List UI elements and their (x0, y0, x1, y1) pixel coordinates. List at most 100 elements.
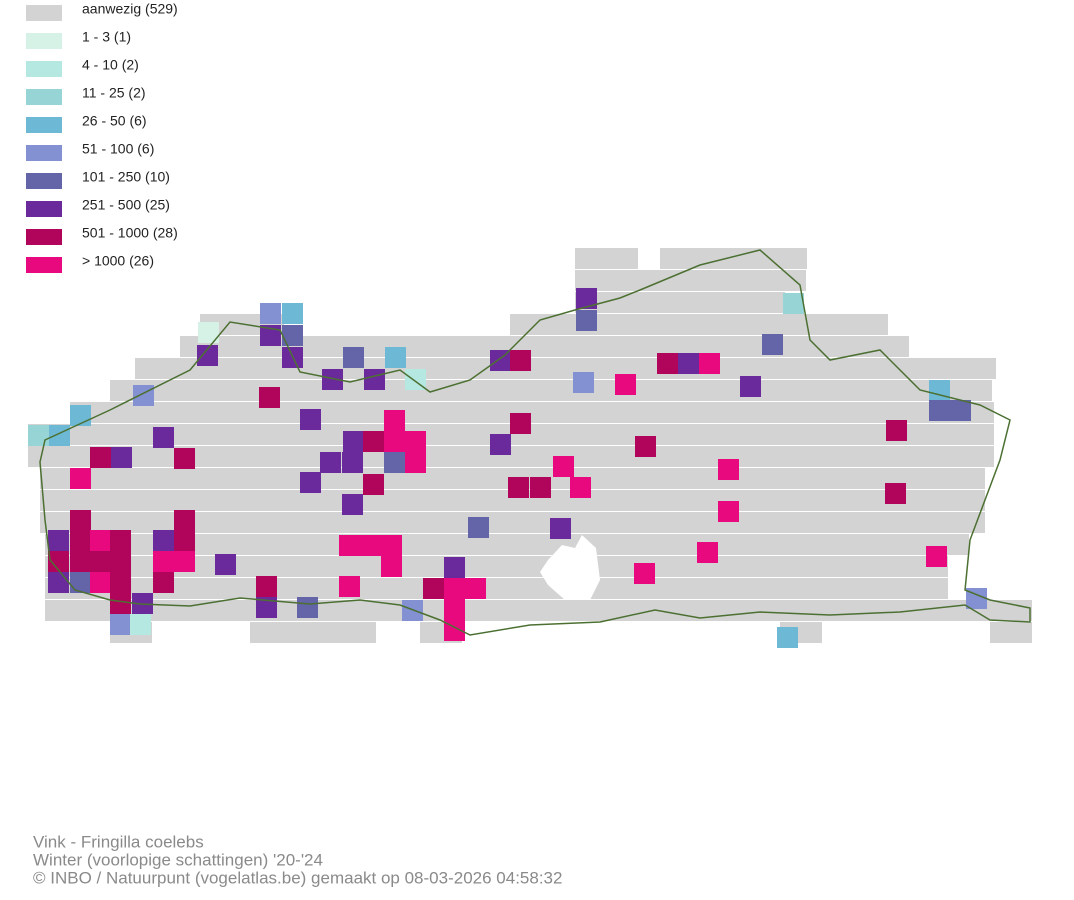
grid-cell (439, 490, 460, 511)
grid-cell (280, 424, 301, 445)
grid-cell (450, 358, 471, 379)
grid-cell (552, 314, 573, 335)
grid-cell (654, 556, 675, 577)
grid-cell (870, 358, 891, 379)
grid-cell (234, 578, 255, 599)
grid-cell (679, 446, 700, 467)
grid-cell (339, 600, 360, 621)
grid-cell (796, 490, 817, 511)
grid-cell (775, 490, 796, 511)
grid-cell (804, 314, 825, 335)
legend-swatch (26, 33, 62, 49)
grid-cell (964, 468, 985, 489)
grid-cell (721, 424, 742, 445)
count-cell (405, 452, 426, 473)
count-cell (256, 597, 277, 618)
grid-cell (110, 380, 131, 401)
grid-cell (782, 380, 803, 401)
count-cell (339, 535, 360, 556)
grid-cell (192, 556, 213, 577)
grid-cell (509, 380, 530, 401)
grid-cell (628, 490, 649, 511)
count-cell (360, 535, 381, 556)
grid-cell (742, 446, 763, 467)
grid-cell (859, 512, 880, 533)
grid-cell (654, 578, 675, 599)
count-cell (110, 614, 131, 635)
grid-cell (229, 468, 250, 489)
grid-cell (628, 468, 649, 489)
grid-cell (639, 358, 660, 379)
grid-cell (889, 446, 910, 467)
grid-cell (192, 534, 213, 555)
grid-cell (448, 424, 469, 445)
count-cell (297, 597, 318, 618)
grid-cell (301, 446, 322, 467)
grid-cell (474, 336, 495, 357)
grid-cell (402, 534, 423, 555)
grid-cell (659, 292, 680, 313)
grid-cell (171, 600, 192, 621)
grid-cell (364, 402, 385, 423)
grid-cell (276, 556, 297, 577)
grid-cell (507, 556, 528, 577)
grid-cell (355, 512, 376, 533)
grid-cell (868, 424, 889, 445)
grid-cell (910, 402, 931, 423)
count-cell (153, 427, 174, 448)
grid-cell (696, 578, 717, 599)
grid-cell (838, 512, 859, 533)
count-cell (111, 447, 132, 468)
grid-cell (680, 292, 701, 313)
grid-cell (528, 534, 549, 555)
grid-cell (150, 600, 171, 621)
grid-cell (701, 270, 722, 291)
count-cell (886, 420, 907, 441)
grid-cell (124, 512, 145, 533)
grid-cell (838, 468, 859, 489)
grid-cell (217, 402, 238, 423)
count-cell (678, 353, 699, 374)
grid-cell (801, 600, 822, 621)
grid-cell (759, 600, 780, 621)
grid-cell (617, 248, 638, 269)
grid-cell (250, 512, 271, 533)
grid-cell (234, 534, 255, 555)
count-cell (405, 431, 426, 452)
grid-cell (208, 512, 229, 533)
grid-cell (423, 534, 444, 555)
grid-cell (638, 292, 659, 313)
grid-cell (908, 380, 929, 401)
grid-cell (680, 270, 701, 291)
legend-label: 11 - 25 (2) (82, 85, 146, 101)
grid-cell (783, 336, 804, 357)
grid-cell (950, 380, 971, 401)
grid-cell (427, 446, 448, 467)
grid-cell (964, 490, 985, 511)
count-cell (130, 614, 151, 635)
grid-cell (292, 622, 313, 643)
grid-cell (700, 424, 721, 445)
grid-cell (826, 424, 847, 445)
grid-cell (586, 490, 607, 511)
grid-cell (418, 512, 439, 533)
count-cell (320, 452, 341, 473)
grid-cell (824, 380, 845, 401)
grid-cell (278, 380, 299, 401)
grid-cell (486, 556, 507, 577)
grid-cell (952, 446, 973, 467)
grid-cell (355, 622, 376, 643)
grid-cell (922, 512, 943, 533)
grid-cell (177, 358, 198, 379)
count-cell (635, 436, 656, 457)
count-cell (699, 353, 720, 374)
count-cell (215, 554, 236, 575)
grid-cell (616, 424, 637, 445)
count-cell (260, 325, 281, 346)
count-cell (48, 572, 69, 593)
grid-cell (486, 534, 507, 555)
count-cell (553, 456, 574, 477)
grid-cell (822, 556, 843, 577)
legend-label: 51 - 100 (6) (82, 141, 154, 157)
legend-swatch (26, 201, 62, 217)
